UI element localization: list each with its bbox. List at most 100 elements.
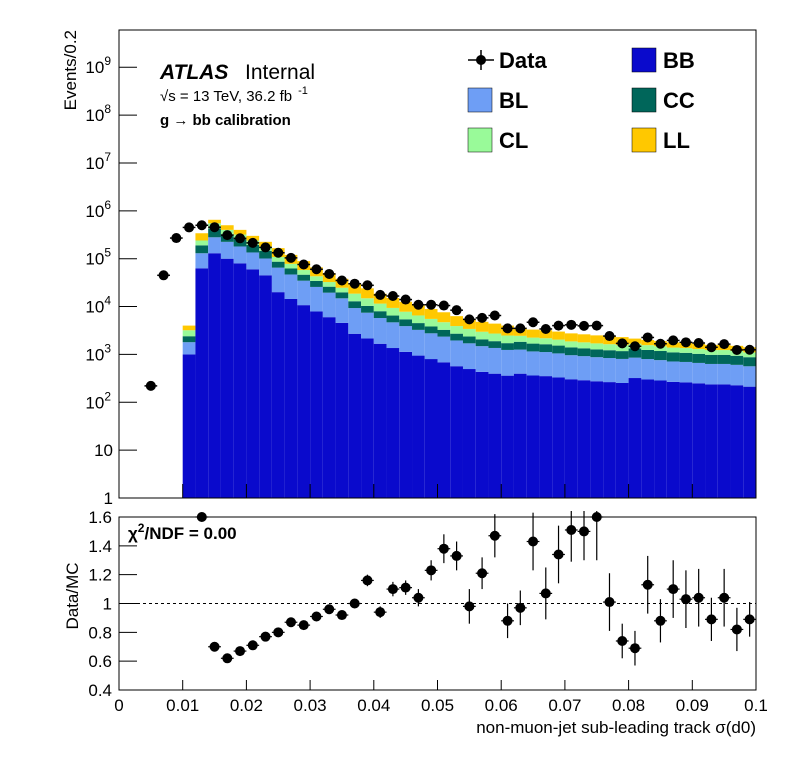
stack-segment [679, 352, 693, 362]
y-tick-label: 1.6 [88, 508, 112, 527]
stack-segment [450, 326, 463, 334]
data-point [731, 344, 742, 355]
stack-segment [386, 307, 400, 316]
stack-segment [450, 340, 463, 367]
stack-segment [322, 292, 336, 318]
stack-segment [475, 346, 489, 372]
stack-segment [182, 336, 196, 343]
stack-segment [603, 344, 616, 351]
stack-segment [462, 343, 476, 370]
data-point [566, 319, 577, 330]
stack-segment [182, 325, 196, 331]
ratio-point [209, 641, 220, 652]
energy-text: √s = 13 TeV, 36.2 fb [160, 88, 292, 105]
stack-segment [373, 311, 387, 319]
stack-segment [412, 315, 425, 324]
ratio-point [642, 579, 653, 590]
stack-segment [475, 331, 489, 340]
stack-segment [271, 257, 285, 262]
data-point [528, 317, 539, 328]
stack-segment [743, 357, 756, 367]
stack-segment [284, 268, 298, 275]
x-tick-label: 0.06 [485, 696, 518, 715]
y-tick-exponent: 2 [104, 389, 111, 403]
data-point [298, 259, 309, 270]
ratio-point [591, 512, 602, 522]
y-tick-label: 103 [85, 341, 111, 364]
legend-label: CL [499, 128, 528, 153]
x-tick-label: 0.08 [612, 696, 645, 715]
stack-segment [552, 377, 565, 498]
ratio-point [260, 631, 271, 642]
stack-segment [654, 351, 667, 361]
ratio-point [540, 588, 551, 599]
ratio-point [324, 604, 335, 615]
ratio-point [438, 543, 449, 554]
data-point [400, 294, 411, 305]
stack-segment [641, 340, 655, 346]
data-point [362, 280, 373, 291]
y-tick-base: 10 [85, 58, 104, 77]
ratio-point [680, 594, 691, 605]
stack-segment [692, 349, 706, 354]
ratio-point [566, 524, 577, 535]
stack-segment [335, 298, 349, 323]
x-tick-label: 0 [114, 696, 123, 715]
stack-segment [628, 348, 642, 358]
data-point [196, 220, 207, 231]
stack-segment [348, 333, 362, 498]
y-tick-base: 10 [85, 106, 104, 125]
stack-segment [513, 335, 527, 342]
y-tick-label: 107 [85, 150, 111, 173]
x-tick-label: 0.05 [421, 696, 454, 715]
stack-segment [284, 263, 298, 269]
stack-segment [526, 375, 540, 498]
y-tick-base: 10 [85, 298, 104, 317]
stack-segment [220, 241, 234, 259]
stack-segment [246, 269, 260, 498]
stack-segment [539, 352, 553, 377]
plot-area [195, 511, 756, 666]
stack-segment [399, 351, 413, 498]
ratio-point [285, 617, 296, 628]
data-point [184, 222, 195, 233]
stack-segment [717, 350, 731, 355]
stack-segment [195, 233, 209, 241]
ratio-point [273, 627, 284, 638]
y-tick-exponent: 3 [104, 341, 111, 355]
stack-segment [208, 237, 221, 254]
y-tick-label: 0.4 [88, 681, 112, 700]
stack-segment [539, 338, 553, 345]
stack-segment [361, 298, 374, 306]
data-point [222, 230, 233, 241]
data-point [209, 222, 220, 233]
stack-segment [743, 386, 756, 498]
y-tick-label: 1 [103, 595, 112, 614]
stack-segment [730, 364, 744, 386]
stack-segment [603, 358, 616, 383]
ratio-point [375, 607, 386, 618]
status-label: Internal [245, 61, 315, 84]
stack-segment [182, 330, 196, 337]
stack-segment [501, 343, 514, 350]
stack-segment [628, 338, 642, 344]
stack-segment [679, 348, 693, 353]
stack-segment [641, 379, 655, 498]
data-point [285, 252, 296, 263]
data-point [426, 299, 437, 310]
stack-segment [335, 287, 349, 293]
stack-segment [412, 323, 425, 330]
legend-marker [476, 55, 486, 65]
y-tick-exponent: 7 [104, 150, 111, 164]
stack-segment [412, 329, 425, 356]
ratio-point [451, 550, 462, 561]
y-tick-label: 108 [85, 102, 111, 125]
stack-segment [195, 268, 209, 498]
y-tick-label: 0.8 [88, 623, 112, 642]
energy-label: √s = 13 TeV, 36.2 fb -1 [160, 85, 308, 105]
stack-segment [539, 344, 553, 353]
stack-segment [577, 380, 591, 498]
stack-segment [437, 362, 451, 498]
stack-segment [526, 329, 540, 338]
data-point [579, 320, 590, 331]
